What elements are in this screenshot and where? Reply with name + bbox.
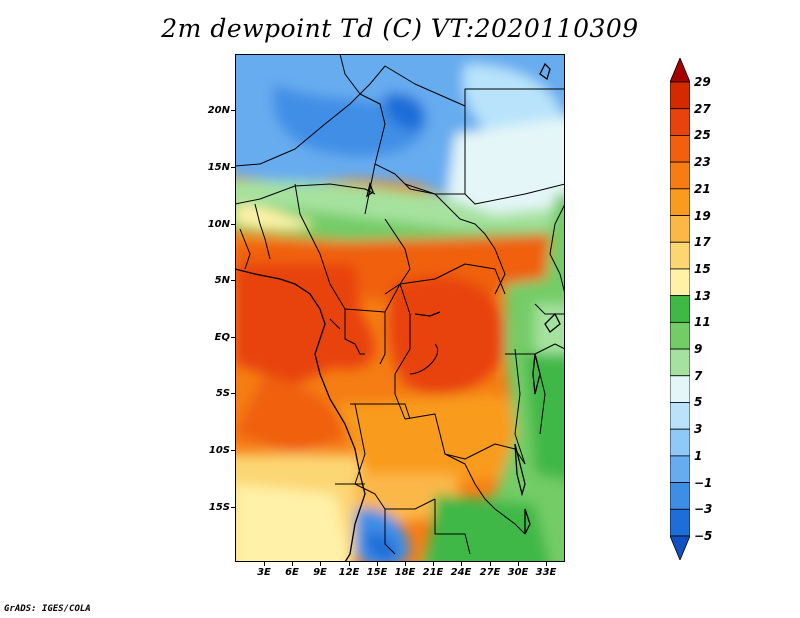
lat-label: EQ (214, 332, 230, 343)
colorbar-band (670, 215, 690, 243)
colorbar-label: 9 (694, 342, 703, 357)
colorbar-label: 1 (694, 448, 703, 463)
colorbar-label: 23 (694, 155, 711, 170)
colorbar-label: 13 (694, 288, 711, 303)
colorbar-band (670, 108, 690, 136)
colorbar-label: 3 (694, 422, 703, 437)
lat-tick (231, 167, 235, 168)
colorbar-graphic (670, 58, 690, 560)
colorbar-label: 21 (694, 181, 711, 196)
colorbar-band (670, 268, 690, 297)
lon-tick (490, 562, 491, 566)
colorbar-label: 11 (694, 315, 711, 330)
map-title: 2m dewpoint Td (C) VT:2020110309 (161, 14, 639, 43)
colorbar (670, 58, 690, 560)
lat-label: 15N (207, 162, 230, 173)
lat-tick (231, 450, 235, 451)
lon-tick (461, 562, 462, 566)
lat-label: 5N (214, 275, 230, 286)
colorbar-band (670, 508, 690, 537)
lon-tick (433, 562, 434, 566)
lat-label: 10S (208, 445, 230, 456)
lat-label: 10N (207, 219, 230, 230)
lon-tick (349, 562, 350, 566)
colorbar-label: 7 (694, 368, 703, 383)
lat-tick (231, 507, 235, 508)
colorbar-band (670, 241, 690, 270)
lon-label: 12E (338, 567, 360, 578)
colorbar-label: 17 (694, 235, 711, 250)
colorbar-label: 19 (694, 208, 711, 223)
colorbar-label: −5 (694, 529, 713, 543)
lon-label: 9E (313, 567, 327, 578)
colorbar-label: −1 (694, 475, 713, 490)
colorbar-band (670, 402, 690, 430)
colorbar-label: 27 (694, 101, 711, 116)
lon-label: 15E (366, 567, 388, 578)
colorbar-band (670, 375, 690, 403)
colorbar-label: 15 (694, 261, 711, 276)
lat-label: 20N (207, 105, 230, 116)
colorbar-band (670, 455, 690, 483)
lon-tick (405, 562, 406, 566)
lon-tick (320, 562, 321, 566)
lat-label: 15S (208, 502, 230, 513)
country-borders (235, 54, 565, 555)
colorbar-label: 29 (694, 75, 711, 89)
colorbar-band (670, 348, 690, 377)
lon-label: 6E (285, 567, 299, 578)
lon-label: 30E (507, 567, 529, 578)
lon-label: 33E (535, 567, 557, 578)
colorbar-label: 25 (694, 128, 711, 143)
lat-tick (231, 337, 235, 338)
colorbar-band (670, 295, 690, 323)
lon-tick (377, 562, 378, 566)
colorbar-band (670, 135, 690, 163)
lon-label: 18E (394, 567, 416, 578)
lat-tick (231, 280, 235, 281)
lon-label: 21E (422, 567, 444, 578)
lat-label: 5S (215, 388, 230, 399)
colorbar-label: 5 (694, 395, 703, 410)
coastline (235, 62, 561, 562)
colorbar-band (670, 428, 690, 457)
colorbar-band (670, 482, 690, 510)
map-plot (235, 54, 565, 562)
colorbar-band (670, 188, 690, 216)
lon-tick (518, 562, 519, 566)
lat-tick (231, 393, 235, 394)
colorbar-bottom-arrow (670, 535, 690, 560)
lon-label: 24E (450, 567, 472, 578)
colorbar-band (670, 81, 690, 110)
colorbar-band (670, 161, 690, 190)
lon-tick (292, 562, 293, 566)
lat-tick (231, 110, 235, 111)
lon-tick (546, 562, 547, 566)
colorbar-top-arrow (670, 58, 690, 83)
lon-tick (264, 562, 265, 566)
lon-label: 3E (257, 567, 271, 578)
lat-tick (231, 224, 235, 225)
dewpoint-field (235, 54, 565, 562)
colorbar-band (670, 321, 690, 350)
lon-label: 27E (479, 567, 501, 578)
grads-credit: GrADS: IGES/COLA (4, 604, 91, 614)
colorbar-label: −3 (694, 502, 713, 517)
